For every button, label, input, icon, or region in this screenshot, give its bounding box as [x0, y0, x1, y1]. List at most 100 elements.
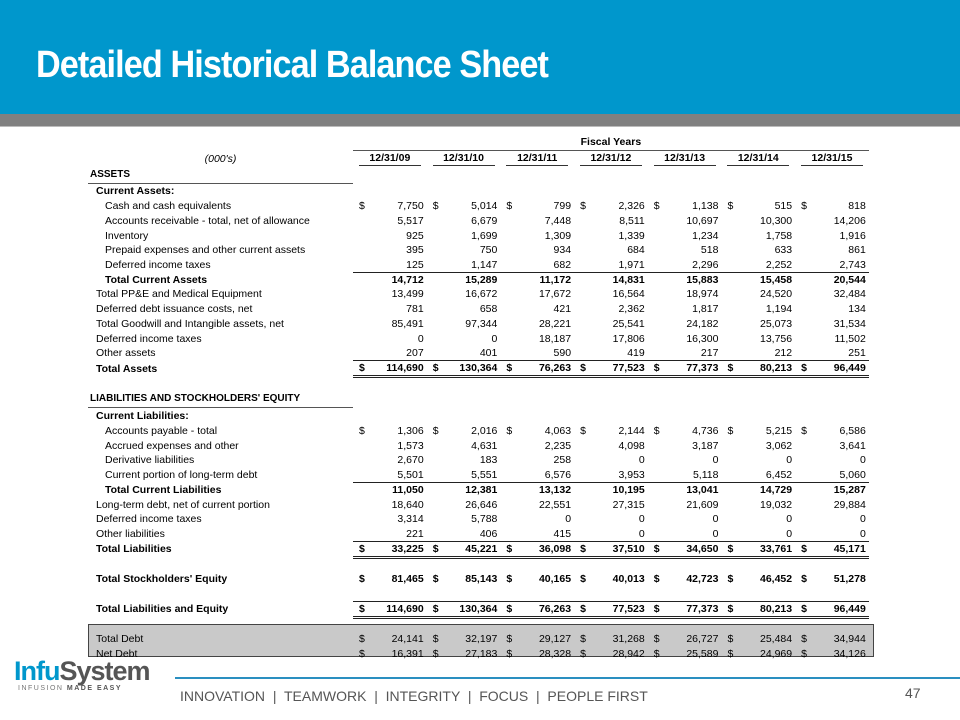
value: 114,690 [386, 362, 424, 375]
value-cell: $5,014 [427, 199, 501, 214]
dollar-sign: $ [653, 602, 660, 615]
value-cell: 15,458 [721, 271, 796, 288]
value: 5,788 [471, 513, 498, 526]
value: 0 [638, 527, 645, 540]
row-liabilities-and-stockholders-equity: LIABILITIES AND STOCKHOLDERS' EQUITY [88, 391, 869, 409]
value-cell: 8,511 [574, 214, 648, 229]
value-cell: $25,484 [721, 632, 795, 647]
value: 0 [712, 527, 719, 540]
value-cell [427, 408, 501, 424]
value-cell: 207 [353, 346, 427, 361]
value-cell: 85,491 [353, 317, 427, 332]
value: 134 [848, 303, 866, 316]
value: 0 [417, 332, 424, 345]
value: 518 [700, 244, 719, 257]
value: 28,942 [612, 648, 645, 661]
value-cell: 1,234 [648, 228, 722, 243]
row-assets: ASSETS [88, 166, 869, 184]
value-cell: 419 [574, 346, 648, 361]
value-cell: 0 [427, 331, 501, 346]
value-cell: $24,141 [353, 632, 427, 647]
value: 590 [553, 346, 572, 359]
dollar-sign: $ [580, 573, 586, 586]
row-deferred-income-taxes: Deferred income taxes 0 0 18,187 17,806 16,30… [88, 331, 869, 346]
value-cell: $114,690 [353, 360, 427, 379]
dollar-sign: $ [432, 633, 439, 646]
value-cell: 3,953 [574, 468, 648, 483]
dollar-sign: $ [359, 633, 365, 646]
row-label: Deferred income taxes [96, 332, 202, 345]
value: 125 [406, 258, 424, 271]
value: 51,278 [833, 573, 866, 586]
value: 10,195 [612, 484, 645, 497]
value-cell: 7,448 [500, 214, 574, 229]
value: 3,953 [618, 468, 645, 481]
row-deferred-income-taxes: Deferred income taxes 3,314 5,788 0 0 0 0 0 [88, 512, 869, 527]
dollar-sign: $ [506, 573, 513, 586]
value-cell [795, 587, 869, 602]
value-cell [721, 183, 795, 199]
value: 0 [491, 332, 498, 345]
value-cell [721, 557, 795, 572]
blank-row [88, 557, 869, 572]
value-cell: $799 [500, 199, 574, 214]
value-cell: 6,576 [500, 468, 574, 483]
row-current-portion-of-long-term-debt: Current portion of long-term debt 5,501 5,… [88, 468, 869, 483]
row-label [88, 617, 353, 632]
value-cell: 29,884 [795, 497, 869, 512]
row-long-term-debt-net-of-current-portion: Long-term debt, net of current portion 18… [88, 497, 869, 512]
value-cell: 1,758 [721, 228, 795, 243]
value-cell: $45,171 [795, 540, 869, 559]
value-cell [427, 183, 501, 199]
value-cell: $51,278 [795, 572, 869, 587]
value-cell: 13,756 [721, 331, 795, 346]
dollar-sign: $ [580, 648, 586, 661]
row-total-liabilities: Total Liabilities $33,225 $45,221 $36,098 $3… [88, 540, 869, 559]
value: 2,296 [692, 258, 719, 271]
row-deferred-debt-issuance-costs-net: Deferred debt issuance costs, net 781 658 4… [88, 302, 869, 317]
value: 97,344 [465, 317, 498, 330]
value: 5,551 [471, 468, 498, 481]
value-cell: 421 [500, 302, 574, 317]
dollar-sign: $ [801, 633, 807, 646]
value: 2,144 [618, 425, 645, 438]
row-label: Total Goodwill and Intangible assets, ne… [96, 317, 284, 330]
value-cell: 2,235 [500, 438, 574, 453]
value-cell: 395 [353, 243, 427, 258]
row-label: Derivative liabilities [105, 454, 195, 467]
value-cell: $80,213 [721, 600, 796, 619]
value: 77,523 [612, 362, 645, 375]
dollar-sign: $ [727, 200, 734, 213]
value-cell: 125 [353, 258, 427, 273]
value-cell: 25,541 [574, 317, 648, 332]
row-label: Deferred income taxes [105, 259, 211, 272]
value: 0 [638, 454, 645, 467]
column-header-date: 12/31/10 [432, 151, 495, 167]
blank-row [88, 617, 869, 632]
value: 24,182 [686, 317, 719, 330]
column-header: 12/31/10 [427, 151, 501, 167]
value: 18,187 [538, 332, 572, 345]
value: 10,300 [760, 215, 793, 228]
row-current-liabilities: Current Liabilities: [88, 408, 869, 424]
value: 6,679 [471, 215, 498, 228]
row-cash-and-cash-equivalents: Cash and cash equivalents $7,750 $5,014 $79… [88, 199, 869, 214]
column-header-date: 12/31/14 [727, 151, 790, 167]
value: 10,697 [686, 215, 719, 228]
dollar-sign: $ [727, 633, 734, 646]
title-strip [0, 114, 960, 127]
value-cell: 3,187 [648, 438, 722, 453]
row-net-debt: Net Debt $16,391 $27,183 $28,328 $28,942 $25,… [88, 647, 869, 662]
value: 29,884 [833, 498, 866, 511]
dollar-sign: $ [359, 362, 365, 375]
value-cell: 5,517 [353, 214, 427, 229]
logo-tagline: INFUSION MADE EASY [18, 685, 123, 692]
value: 658 [479, 303, 498, 316]
value-cell: 5,551 [427, 468, 501, 483]
value-cell: 0 [795, 453, 869, 468]
value: 46,452 [760, 573, 793, 586]
value-cell: 2,362 [574, 302, 648, 317]
value-cell [500, 587, 574, 602]
value: 4,063 [544, 425, 572, 438]
value-cell [500, 408, 574, 424]
